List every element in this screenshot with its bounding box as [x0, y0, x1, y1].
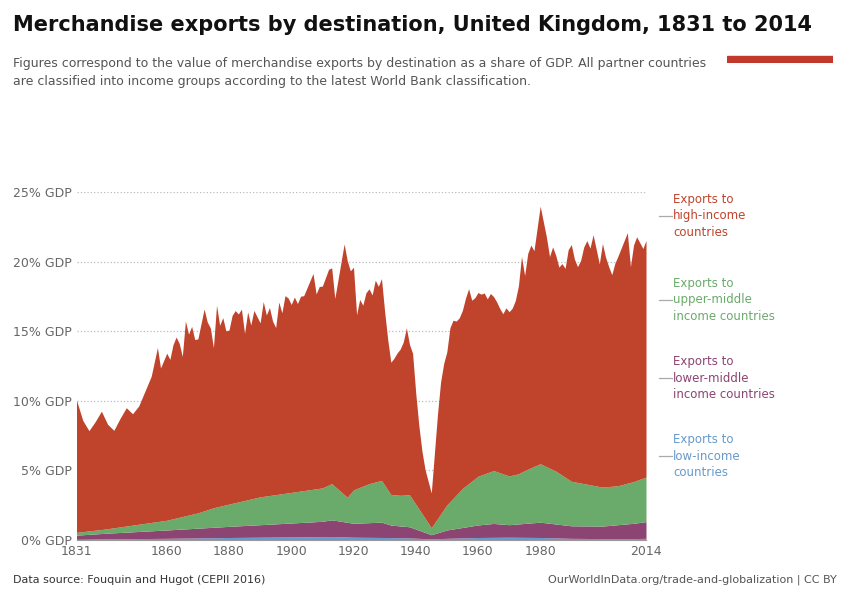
Text: OurWorldInData.org/trade-and-globalization | CC BY: OurWorldInData.org/trade-and-globalizati…: [548, 575, 837, 585]
Text: Exports to
upper-middle
income countries: Exports to upper-middle income countries: [673, 277, 775, 323]
Bar: [727, 56, 833, 63]
Text: Exports to
low-income
countries: Exports to low-income countries: [673, 433, 741, 479]
Text: Data source: Fouquin and Hugot (CEPII 2016): Data source: Fouquin and Hugot (CEPII 20…: [13, 575, 265, 585]
Text: Exports to
lower-middle
income countries: Exports to lower-middle income countries: [673, 355, 775, 401]
Text: Our World
in Data: Our World in Data: [750, 19, 809, 42]
Text: Exports to
high-income
countries: Exports to high-income countries: [673, 193, 746, 238]
Text: Merchandise exports by destination, United Kingdom, 1831 to 2014: Merchandise exports by destination, Unit…: [13, 15, 812, 35]
Text: Figures correspond to the value of merchandise exports by destination as a share: Figures correspond to the value of merch…: [13, 57, 706, 88]
